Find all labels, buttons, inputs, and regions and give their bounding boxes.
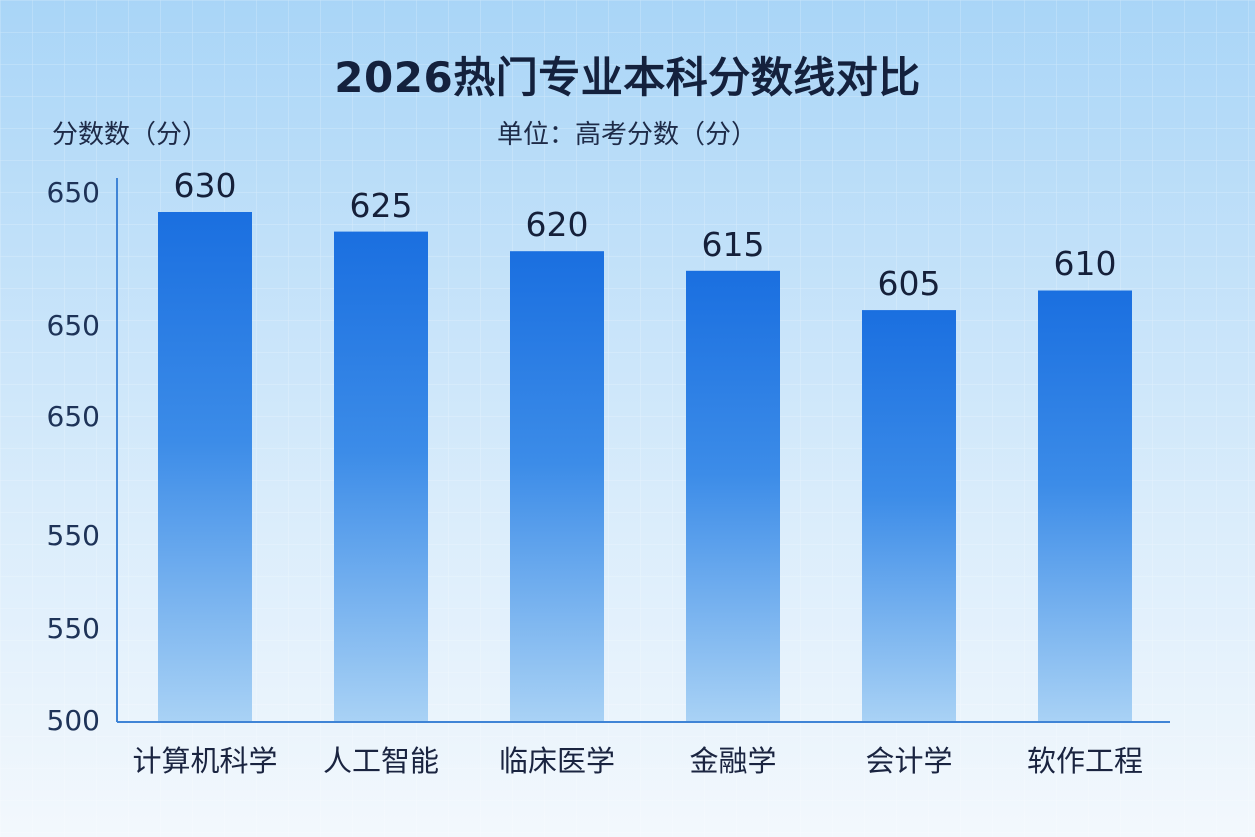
chart-title: 2026热门专业本科分数线对比 [334, 53, 921, 102]
x-tick-1: 人工智能 [322, 744, 439, 778]
data-label-2: 620 [525, 205, 589, 245]
bar-0 [158, 212, 252, 722]
y-tick-5: 500 [46, 704, 100, 737]
y-tick-1: 650 [46, 309, 100, 342]
bar-1 [334, 231, 428, 722]
x-tick-3: 金融学 [689, 744, 777, 778]
bar-5 [1038, 290, 1132, 722]
data-label-4: 605 [877, 264, 941, 304]
x-tick-4: 会计学 [865, 744, 953, 778]
unit-note: 单位：高考分数（分） [497, 120, 758, 150]
data-label-1: 625 [349, 185, 413, 225]
bar-4 [862, 310, 956, 722]
data-label-5: 610 [1053, 244, 1117, 284]
y-tick-3: 550 [46, 519, 100, 552]
x-tick-5: 软作工程 [1026, 744, 1143, 778]
y-axis-label: 分数数（分） [52, 120, 209, 150]
y-tick-0: 650 [46, 176, 100, 209]
bar-3 [686, 270, 780, 722]
bars-layer [158, 212, 1132, 722]
bar-2 [510, 251, 604, 722]
y-tick-4: 550 [46, 612, 100, 645]
x-tick-2: 临床医学 [498, 744, 615, 778]
x-tick-0: 计算机科学 [132, 744, 278, 778]
data-label-0: 630 [173, 166, 237, 205]
y-tick-2: 650 [46, 400, 100, 433]
data-label-3: 615 [701, 224, 765, 264]
